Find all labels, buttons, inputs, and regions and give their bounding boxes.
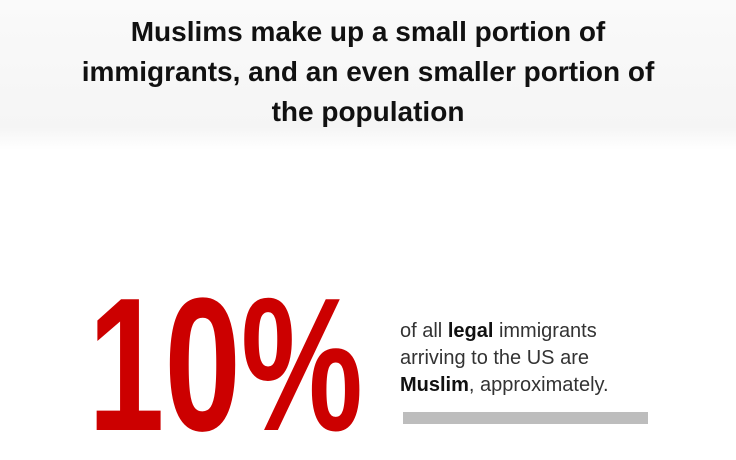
header: Muslims make up a small portion of immig… xyxy=(0,0,736,150)
stat-description: of all legal immigrants arriving to the … xyxy=(400,318,660,399)
emphasis-text: legal xyxy=(447,320,494,342)
stat-figure: 10% xyxy=(88,270,363,440)
stat-value: 10% xyxy=(88,270,363,440)
description-text: immigrants arriving to the US are xyxy=(400,320,603,369)
description-text: , approximately. xyxy=(468,374,609,396)
description-text: of all xyxy=(400,320,448,342)
title: Muslims make up a small portion of immig… xyxy=(81,16,655,127)
divider-bar xyxy=(403,412,648,424)
emphasis-text: Muslim xyxy=(400,374,469,396)
